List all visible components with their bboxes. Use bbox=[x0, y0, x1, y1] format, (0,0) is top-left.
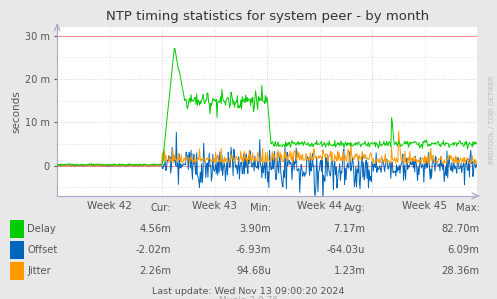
Text: 7.17m: 7.17m bbox=[333, 224, 365, 234]
Text: -2.02m: -2.02m bbox=[136, 245, 171, 255]
Text: 28.36m: 28.36m bbox=[441, 266, 480, 276]
Text: Jitter: Jitter bbox=[27, 266, 51, 276]
Text: 3.90m: 3.90m bbox=[239, 224, 271, 234]
Text: Offset: Offset bbox=[27, 245, 58, 255]
Text: Munin 2.0.76: Munin 2.0.76 bbox=[219, 296, 278, 299]
Text: 82.70m: 82.70m bbox=[441, 224, 480, 234]
Text: Min:: Min: bbox=[249, 203, 271, 213]
Text: -6.93m: -6.93m bbox=[236, 245, 271, 255]
Text: 2.26m: 2.26m bbox=[140, 266, 171, 276]
Text: Max:: Max: bbox=[456, 203, 480, 213]
Title: NTP timing statistics for system peer - by month: NTP timing statistics for system peer - … bbox=[105, 10, 429, 23]
Text: 1.23m: 1.23m bbox=[333, 266, 365, 276]
Y-axis label: seconds: seconds bbox=[12, 90, 22, 133]
Text: Last update: Wed Nov 13 09:00:20 2024: Last update: Wed Nov 13 09:00:20 2024 bbox=[152, 287, 345, 296]
Text: RRDTOOL / TOBI OETIKER: RRDTOOL / TOBI OETIKER bbox=[489, 75, 495, 164]
Text: 4.56m: 4.56m bbox=[140, 224, 171, 234]
Text: Delay: Delay bbox=[27, 224, 56, 234]
Text: Cur:: Cur: bbox=[151, 203, 171, 213]
Text: Avg:: Avg: bbox=[343, 203, 365, 213]
Text: 94.68u: 94.68u bbox=[236, 266, 271, 276]
Text: -64.03u: -64.03u bbox=[327, 245, 365, 255]
Text: 6.09m: 6.09m bbox=[448, 245, 480, 255]
